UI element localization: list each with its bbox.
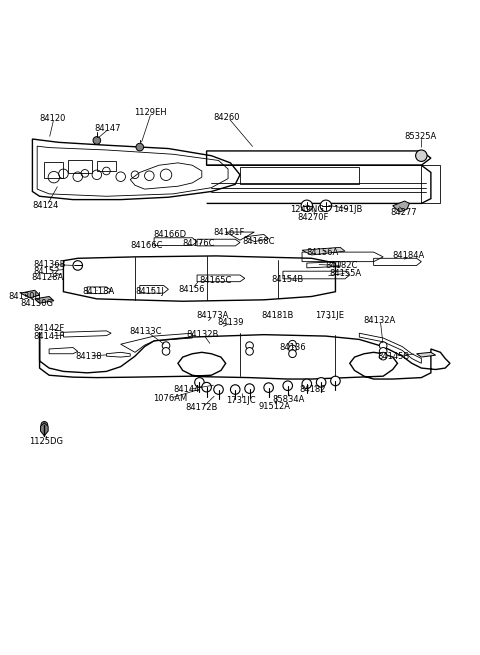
Circle shape [93,137,101,144]
Text: 1129EH: 1129EH [134,108,167,117]
Text: 84142F: 84142F [34,324,65,333]
Text: 84270F: 84270F [297,214,329,222]
Text: 84133C: 84133C [129,327,162,336]
Text: 84147: 84147 [95,124,121,134]
Circle shape [264,383,274,392]
Circle shape [379,342,387,350]
Circle shape [245,384,254,394]
Text: 84118A: 84118A [83,287,115,296]
Text: 1731JE: 1731JE [315,311,345,320]
Circle shape [416,150,427,161]
Text: 84132B: 84132B [187,330,219,339]
Text: 84168C: 84168C [242,237,275,246]
Text: 84156: 84156 [178,285,204,294]
Text: 84154B: 84154B [271,275,303,284]
Text: 84136B: 84136B [34,260,66,269]
Text: 85325A: 85325A [405,132,437,141]
Circle shape [283,381,292,390]
Text: 84128A: 84128A [31,273,63,282]
Text: 1249NG: 1249NG [290,204,324,214]
Circle shape [379,352,387,360]
Circle shape [288,345,296,353]
Bar [97,161,116,172]
Text: 85834A: 85834A [273,394,305,403]
Circle shape [136,143,144,151]
Text: 84184A: 84184A [393,252,425,261]
Text: 84132A: 84132A [363,316,396,325]
Circle shape [195,378,204,387]
Text: 1491JB: 1491JB [333,204,362,214]
Text: 84166C: 84166C [130,241,163,250]
Circle shape [162,348,170,355]
Text: 84144: 84144 [173,385,200,394]
Circle shape [301,200,312,212]
Text: 1731JC: 1731JC [226,396,255,405]
Circle shape [214,384,223,394]
Text: 84182C: 84182C [325,261,357,270]
Text: 84141F: 84141F [34,331,65,341]
Circle shape [288,341,296,348]
Polygon shape [417,352,436,357]
Polygon shape [393,201,409,212]
Polygon shape [40,423,48,436]
Circle shape [379,348,387,355]
Text: 84165C: 84165C [199,276,232,285]
Text: 84173A: 84173A [196,311,228,320]
Text: 84136: 84136 [279,343,306,352]
Polygon shape [21,290,39,298]
Text: 84145B: 84145B [377,352,410,361]
Text: 84176C: 84176C [183,239,215,248]
Circle shape [73,261,83,271]
Circle shape [320,200,332,212]
Circle shape [288,350,296,358]
Circle shape [246,348,253,355]
Text: 1125DG: 1125DG [29,437,63,445]
Polygon shape [302,248,345,255]
Text: 84156A: 84156A [307,248,339,257]
Text: 84155A: 84155A [330,269,362,278]
Bar [44,162,63,178]
Text: 84130H: 84130H [9,292,41,301]
Circle shape [331,376,340,386]
Text: 84151J: 84151J [135,287,164,296]
Polygon shape [35,297,54,303]
Bar [68,160,92,173]
Circle shape [246,342,253,350]
Text: 1076AM: 1076AM [153,394,187,403]
Text: 84277: 84277 [390,208,417,217]
Circle shape [202,383,211,392]
Circle shape [316,378,326,387]
Circle shape [162,342,170,350]
Circle shape [41,422,48,428]
Text: 84260: 84260 [214,113,240,122]
Text: 84120: 84120 [39,114,66,123]
Text: 84124: 84124 [33,201,59,210]
Text: 84181B: 84181B [262,311,294,320]
Text: 84161F: 84161F [214,227,245,236]
Text: 84152: 84152 [34,267,60,276]
Circle shape [302,379,312,388]
Text: 84139: 84139 [217,318,243,328]
Text: 84130G: 84130G [21,299,53,308]
Circle shape [230,384,240,394]
Text: 84182: 84182 [300,385,326,394]
Text: 91512A: 91512A [258,402,290,411]
Text: 84138: 84138 [75,352,102,361]
Text: 84172B: 84172B [185,403,217,412]
Text: 84166D: 84166D [153,230,186,239]
